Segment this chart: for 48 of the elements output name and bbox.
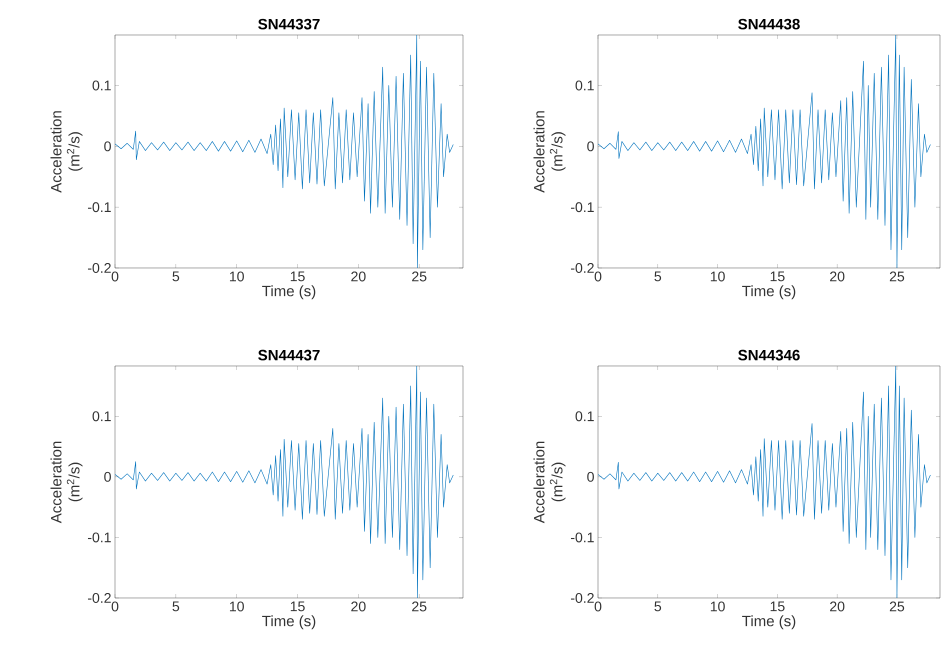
x-tick-label: 0	[112, 602, 118, 612]
x-tick-label: 15	[290, 272, 305, 282]
x-tick-label: 15	[290, 602, 305, 612]
x-tick-label: 25	[890, 272, 904, 282]
x-axis-title: Time (s)	[742, 615, 796, 630]
x-axis-title: Time (s)	[262, 615, 316, 630]
x-tick-label: 5	[172, 602, 180, 612]
chart-title: SN44346	[738, 350, 800, 360]
y-tick-label: -0.2	[570, 593, 594, 603]
x-tick-label: 15	[770, 602, 785, 612]
y-tick-label: 0	[587, 472, 594, 482]
x-axis-title: Time (s)	[742, 285, 796, 300]
x-tick-label: 5	[172, 272, 180, 282]
x-tick-label: 20	[351, 602, 366, 612]
y-tick-label: -0.1	[88, 202, 111, 212]
x-tick-label: 15	[770, 272, 785, 282]
x-tick-label: 0	[594, 272, 602, 282]
x-tick-label: 20	[351, 272, 366, 282]
x-tick-label: 10	[710, 272, 725, 282]
y-tick-label: 0.1	[576, 411, 594, 422]
x-tick-label: 25	[412, 602, 426, 612]
y-tick-label: 0.1	[576, 80, 594, 90]
y-tick-label: -0.1	[570, 202, 594, 212]
chart-title: SN44437	[258, 350, 320, 360]
x-tick-label: 0	[594, 602, 602, 612]
y-tick-label: -0.1	[570, 532, 594, 542]
x-tick-label: 0	[112, 272, 118, 282]
chart-title: SN44438	[738, 18, 800, 30]
y-tick-label: 0.1	[92, 411, 111, 422]
x-tick-label: 25	[890, 602, 904, 612]
x-tick-label: 25	[412, 272, 426, 282]
x-tick-label: 10	[230, 602, 244, 612]
y-tick-label: -0.2	[570, 263, 594, 273]
y-tick-label: 0	[104, 472, 111, 482]
x-axis-title: Time (s)	[262, 285, 316, 300]
y-tick-label: 0	[104, 141, 111, 152]
y-tick-label: -0.2	[88, 263, 111, 273]
x-tick-label: 20	[830, 602, 844, 612]
y-tick-label: -0.1	[88, 532, 111, 542]
y-tick-label: -0.2	[88, 593, 111, 603]
x-tick-label: 5	[654, 272, 662, 282]
x-tick-label: 10	[230, 272, 244, 282]
y-tick-label: 0	[587, 141, 594, 152]
x-tick-label: 10	[710, 602, 725, 612]
x-tick-label: 20	[830, 272, 844, 282]
x-tick-label: 5	[654, 602, 662, 612]
chart-title: SN44337	[258, 18, 320, 30]
y-tick-label: 0.1	[92, 80, 111, 90]
